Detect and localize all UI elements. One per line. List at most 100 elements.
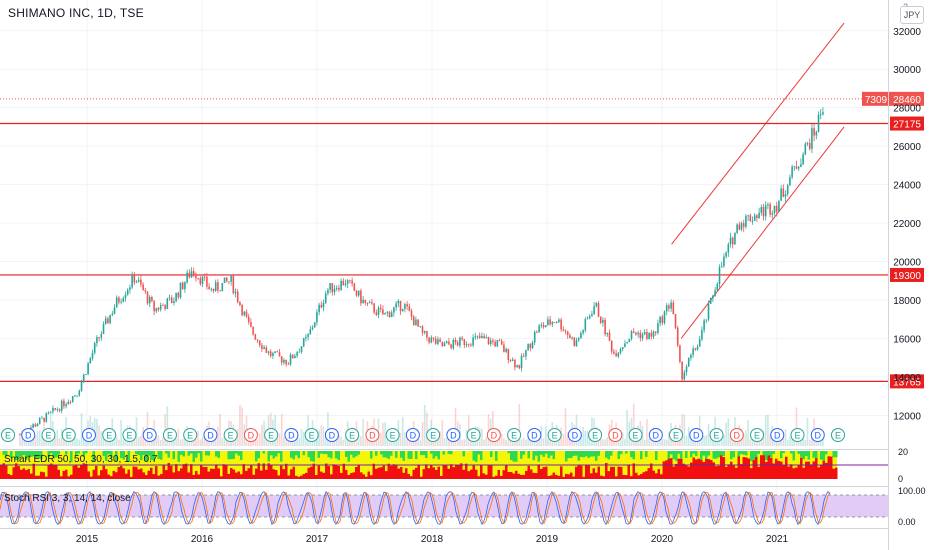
candle-body [793,166,796,168]
smart-red-bar [820,465,823,479]
smart-red-bar [537,464,540,479]
volume-bar [399,432,402,446]
smart-red-bar [815,458,818,479]
currency-button[interactable]: JPY [900,6,924,24]
smart-red-bar [400,466,403,479]
candle-body [465,344,468,346]
level-label: 13765 [893,377,921,388]
smart-red-bar [255,468,258,479]
smart-red-bar [30,473,33,479]
event-marker-text: E [633,431,639,441]
smart-red-bar [485,474,488,479]
volume-bar [646,419,648,446]
smart-green-bar [585,451,588,457]
volume-bar [261,424,263,446]
volume-bar [122,439,125,446]
volume-bar [38,430,41,446]
smart-green-bar [495,451,498,461]
smart-green-bar [40,451,43,460]
candle-body [164,305,166,309]
smart-green-bar [160,451,163,460]
candle-body [362,299,364,304]
smart-red-bar [607,471,610,479]
smart-green-bar [565,451,568,462]
candle-body [683,372,686,380]
smart-red-bar [427,468,430,479]
smart-red-bar [462,469,465,479]
volume-bar [659,436,661,446]
candle-body [206,276,208,287]
smart-red-bar [342,463,345,479]
smart-red-bar [432,467,435,479]
smart-red-bar [192,474,195,479]
smart-green-bar [262,451,265,454]
smart-green-bar [292,451,295,460]
y-tick-label: 20000 [893,257,921,268]
candle-body [327,289,329,294]
candle-body [371,302,373,304]
candle-body [769,204,771,215]
x-tick-label: 2018 [421,534,444,545]
smart-green-bar [415,451,418,460]
candle-body [93,343,96,353]
candle-body [736,224,738,233]
smart-red-bar [725,466,728,479]
candle-body [54,408,56,410]
volume-bar [199,439,202,446]
smart-red-bar [457,464,460,479]
candle-body [197,278,199,280]
candle-body [234,291,237,294]
event-marker-text: D [774,431,781,441]
smart-red-bar [320,471,323,479]
event-marker-text: E [390,431,396,441]
candle-body [558,319,560,323]
candle-body [254,334,257,340]
candle-body [360,290,362,304]
smart-red-bar [780,461,783,479]
smart-red-bar [767,455,770,479]
candle-body [41,417,43,419]
candle-body [637,332,639,335]
candle-body [731,237,734,245]
last-price-tag [890,91,924,106]
event-marker: E [750,428,765,442]
smart-red-bar [455,464,458,479]
volume-bar [604,439,606,446]
volume-bar [344,436,347,446]
volume-bar [683,414,686,446]
volume-bar [727,418,730,446]
event-marker-text: D [612,431,619,441]
event-marker: E [102,428,117,442]
smart-red-bar [697,458,700,479]
smart-green-bar [15,451,18,461]
smart-green-bar [587,451,590,458]
channel-lines [671,22,845,339]
smart-green-bar [542,451,545,457]
event-marker-circle [588,428,603,442]
volume-bar [298,437,301,446]
event-marker-text: D [25,431,32,441]
volume-bar [461,439,463,446]
candle-body [591,314,593,317]
smart-red-bar [87,471,90,479]
smart-green-bar [337,451,340,461]
event-marker-text: E [430,431,436,441]
smart-red-bar [55,464,58,479]
candle-body [129,287,131,290]
smart-green-bar [610,451,613,456]
smart-green-bar [352,451,355,458]
volume-bar [588,434,591,446]
candle-body [60,400,63,411]
smart-green-bar [20,451,23,457]
event-marker-circle [507,428,522,442]
event-marker-text: E [106,431,112,441]
volume-bar [280,414,283,446]
candle-body [441,341,444,347]
smart-green-bar [707,451,710,456]
smart-green-bar [232,451,235,460]
candle-body [767,204,769,206]
candle-body [340,280,342,290]
smart-red-bar [585,464,588,479]
smart-red-bar [660,474,663,479]
